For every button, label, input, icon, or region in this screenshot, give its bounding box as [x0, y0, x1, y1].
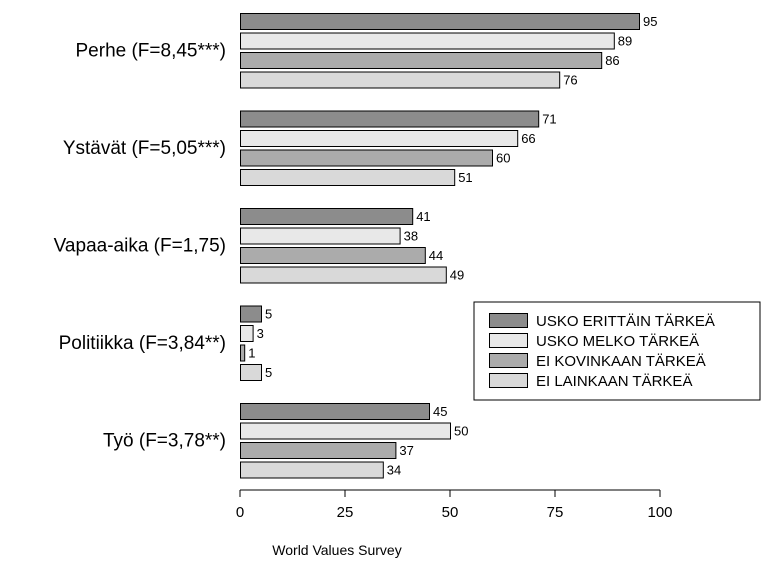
data-label: 5 — [265, 365, 272, 380]
bar — [240, 247, 426, 264]
bar — [240, 266, 447, 284]
data-label: 95 — [643, 14, 657, 29]
legend-swatch — [489, 333, 528, 348]
category-label: Työ (F=3,78**) — [103, 430, 226, 451]
bar — [240, 403, 430, 420]
bar — [240, 208, 414, 225]
bar — [240, 364, 262, 381]
legend-label: EI LAINKAAN TÄRKEÄ — [536, 373, 692, 390]
bar — [240, 110, 540, 128]
data-label: 89 — [618, 34, 632, 49]
bar — [240, 32, 615, 50]
bar — [240, 305, 262, 323]
bar — [240, 227, 401, 245]
bar — [240, 344, 246, 362]
legend: USKO ERITTÄIN TÄRKEÄ USKO MELKO TÄRKEÄ EI … — [473, 301, 761, 401]
data-label: 1 — [248, 346, 255, 361]
data-label: 86 — [605, 53, 619, 68]
category-label: Politiikka (F=3,84**) — [59, 333, 226, 354]
legend-label: USKO MELKO TÄRKEÄ — [536, 333, 699, 350]
legend-swatch — [489, 313, 528, 328]
x-axis: 0 25 50 75 100 — [236, 489, 673, 521]
bar — [240, 149, 493, 167]
x-tick-label: 50 — [442, 504, 459, 521]
bar — [240, 71, 561, 89]
legend-swatch — [489, 373, 528, 388]
x-tick-label: 0 — [236, 504, 244, 521]
legend-label: EI KOVINKAAN TÄRKEÄ — [536, 353, 706, 370]
legend-label: USKO ERITTÄIN TÄRKEÄ — [536, 313, 715, 330]
bar — [240, 442, 397, 459]
category-label: Perhe (F=8,45***) — [76, 40, 227, 61]
data-label: 5 — [265, 307, 272, 322]
data-label: 51 — [458, 170, 472, 185]
x-axis-title: World Values Survey — [272, 542, 401, 558]
data-label: 3 — [257, 326, 264, 341]
data-label: 34 — [387, 463, 401, 478]
category-labels: Perhe (F=8,45***) Ystävät (F=5,05***) Vapa… — [54, 40, 226, 451]
data-label: 66 — [521, 131, 535, 146]
x-tick-label: 75 — [547, 504, 564, 521]
category-label: Ystävät (F=5,05***) — [63, 138, 226, 159]
bar — [240, 52, 603, 69]
bar — [240, 422, 451, 440]
data-label: 49 — [450, 268, 464, 283]
data-label: 37 — [399, 443, 413, 458]
x-tick-label: 100 — [647, 504, 672, 521]
data-label: 50 — [454, 424, 468, 439]
data-label: 44 — [429, 248, 443, 263]
bar — [240, 13, 640, 30]
bar — [240, 130, 519, 147]
data-label: 41 — [416, 209, 430, 224]
data-label: 45 — [433, 404, 447, 419]
legend-swatch — [489, 353, 528, 368]
x-tick-label: 25 — [337, 504, 354, 521]
data-label: 76 — [563, 73, 577, 88]
bar — [240, 461, 384, 479]
bar — [240, 169, 456, 186]
data-label: 60 — [496, 151, 510, 166]
data-label: 71 — [542, 112, 556, 127]
bar — [240, 325, 254, 342]
data-label: 38 — [404, 229, 418, 244]
category-label: Vapaa-aika (F=1,75) — [54, 235, 226, 256]
